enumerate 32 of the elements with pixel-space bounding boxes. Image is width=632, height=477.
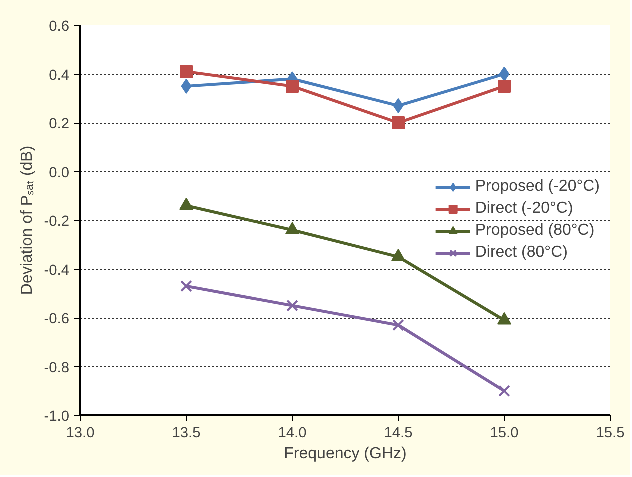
legend-label: Direct (80°C)	[475, 244, 568, 262]
y-tick-label: -1.0	[44, 409, 70, 425]
point	[180, 65, 193, 78]
x-tick-label: 13.5	[172, 426, 201, 442]
y-axis-title: Deviation of Pₛₐₜ (dB)	[19, 146, 36, 296]
point	[498, 80, 511, 93]
point	[286, 300, 298, 312]
y-tick-label: -0.8	[44, 360, 70, 376]
x-tick-label: 13.0	[66, 426, 95, 442]
y-tick-label: 0.6	[49, 19, 70, 35]
y-tick-label: 0.4	[49, 68, 70, 84]
y-tick-label: -0.2	[44, 214, 70, 230]
x-tick-label: 14.5	[384, 426, 413, 442]
x-axis-title: Frequency (GHz)	[284, 446, 407, 462]
x-tick-label: 14.0	[278, 426, 307, 442]
legend-label: Direct (-20°C)	[475, 200, 574, 218]
x-tick-label: 15.0	[490, 426, 519, 442]
point	[392, 116, 405, 130]
legend-label: Proposed (-20°C)	[475, 178, 600, 196]
point	[392, 319, 404, 332]
x-tick-label: 15.5	[596, 426, 625, 442]
point	[499, 66, 510, 82]
point	[286, 80, 299, 93]
point	[181, 78, 192, 94]
y-tick-label: -0.6	[44, 312, 70, 328]
y-tick-label: 0.2	[49, 116, 70, 132]
point	[393, 98, 404, 114]
point	[180, 280, 192, 292]
y-tick-label: -0.4	[44, 262, 70, 279]
point	[498, 385, 510, 398]
y-tick-label: 0.0	[49, 165, 70, 182]
legend-label: Proposed (80°C)	[475, 222, 595, 240]
